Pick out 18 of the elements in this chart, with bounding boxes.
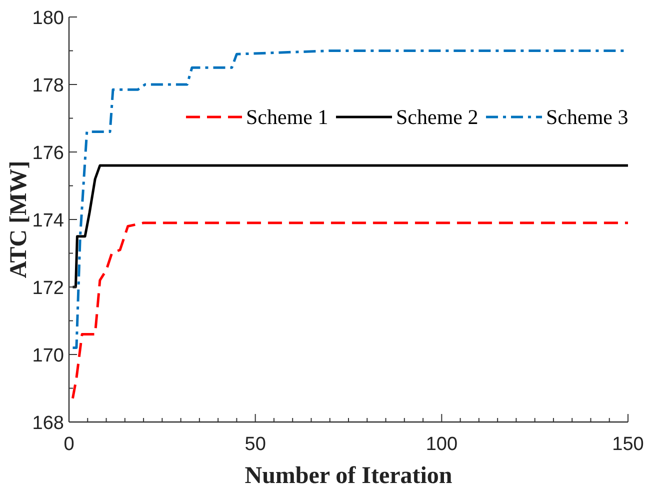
x-tick-label: 50 bbox=[244, 434, 266, 455]
line-series bbox=[71, 164, 630, 288]
x-tick-label: 100 bbox=[426, 434, 458, 455]
x-tick-label: 0 bbox=[64, 434, 74, 455]
y-axis-title: ATC [MW] bbox=[6, 160, 32, 278]
x-axis-title: Number of Iteration bbox=[244, 463, 452, 489]
y-tick-label: 180 bbox=[32, 8, 64, 29]
y-tick-label: 170 bbox=[32, 346, 64, 366]
y-tick-label: 172 bbox=[32, 278, 64, 299]
y-tick-label: 168 bbox=[32, 413, 64, 434]
legend-label: Scheme 1 bbox=[246, 105, 328, 129]
x-tick-label: 150 bbox=[612, 434, 644, 455]
line-series bbox=[71, 222, 630, 400]
y-tick-label: 178 bbox=[32, 76, 64, 96]
legend-label: Scheme 2 bbox=[396, 105, 478, 129]
legend-label: Scheme 3 bbox=[546, 105, 628, 129]
y-tick-label: 176 bbox=[32, 143, 64, 164]
y-tick-label: 174 bbox=[32, 210, 64, 232]
